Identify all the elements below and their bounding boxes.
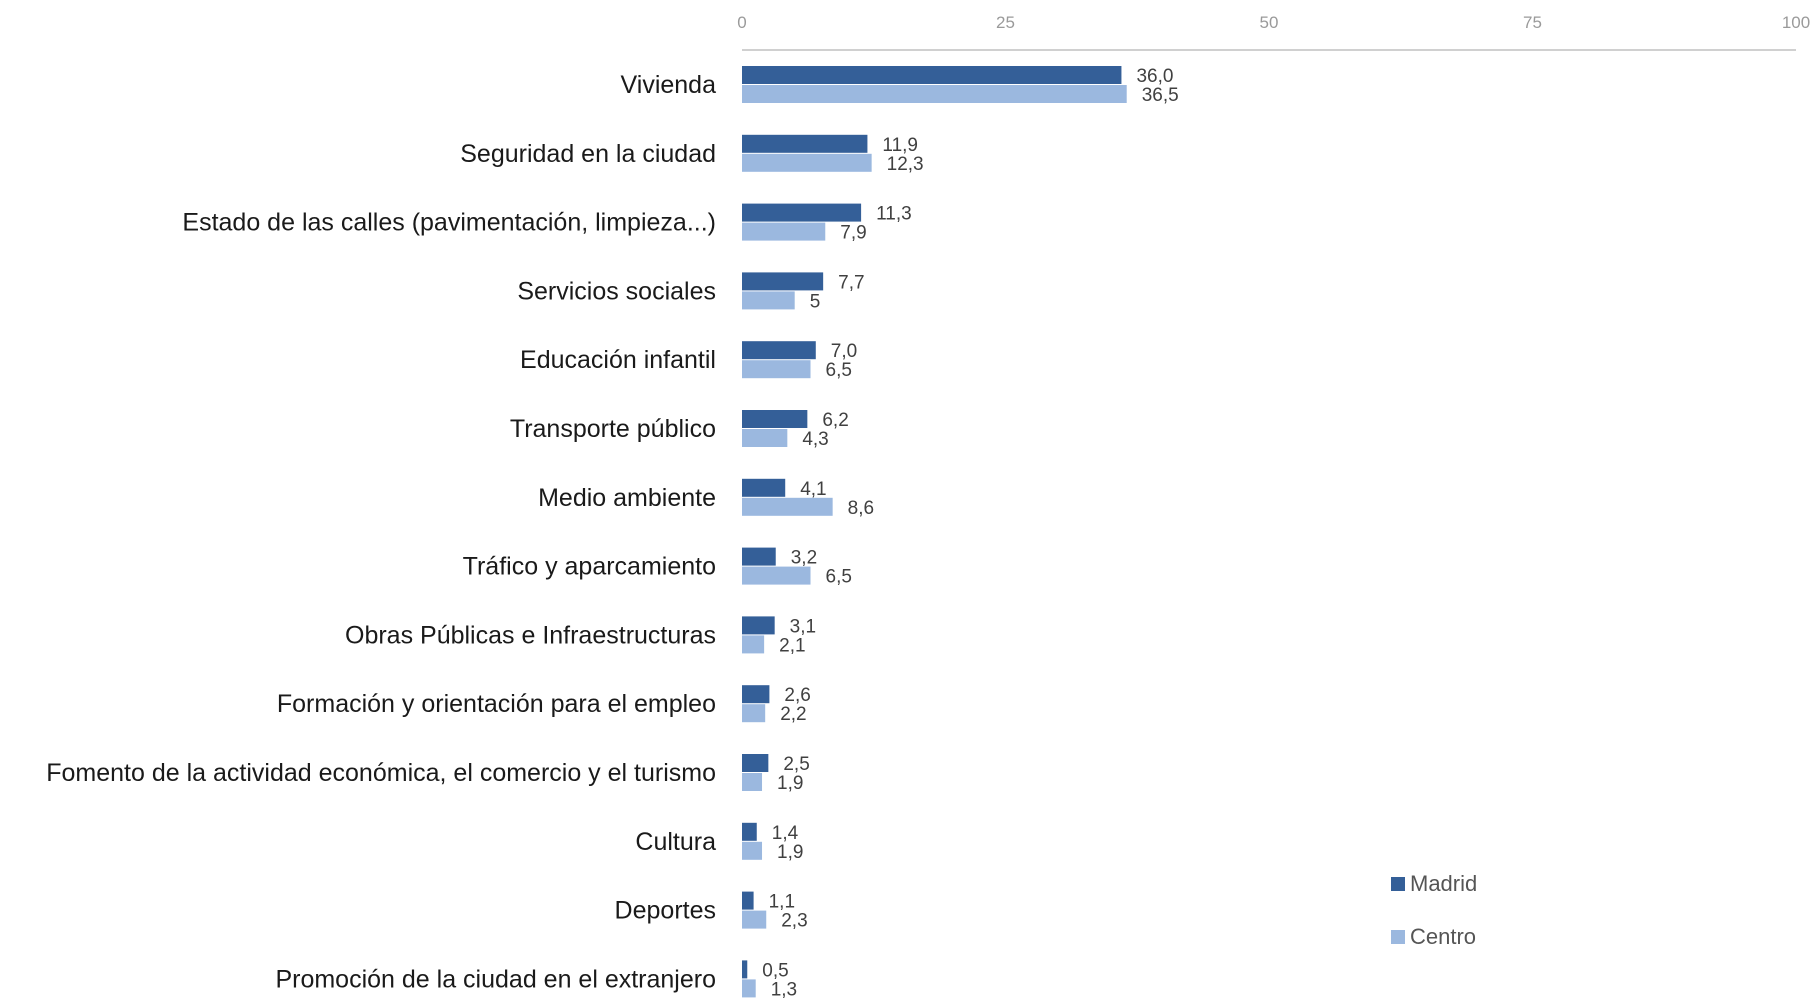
bar-madrid (742, 685, 770, 704)
x-tick-label: 75 (1523, 13, 1542, 32)
bar-madrid (742, 341, 816, 360)
category-label: Obras Públicas e Infraestructuras (345, 621, 716, 649)
bar-centro (742, 635, 765, 654)
category-group: Vivienda 36,036,5 (621, 66, 1179, 106)
bar-centro (742, 841, 763, 860)
category-label: Medio ambiente (538, 484, 716, 512)
bar-madrid (742, 960, 748, 979)
value-label-madrid: 6,2 (822, 410, 848, 431)
category-label: Fomento de la actividad económica, el co… (46, 759, 716, 787)
value-label-centro: 2,1 (779, 635, 805, 656)
category-label: Educación infantil (520, 346, 716, 374)
bar-madrid (742, 410, 808, 428)
value-label-centro: 36,5 (1142, 85, 1179, 106)
value-label-madrid: 36,0 (1136, 66, 1173, 87)
value-label-madrid: 1,1 (769, 892, 795, 913)
x-tick-label: 0 (737, 13, 746, 32)
value-label-centro: 1,3 (771, 979, 797, 999)
value-label-centro: 6,5 (826, 360, 852, 381)
category-label: Formación y orientación para el empleo (277, 690, 716, 718)
bar-madrid (742, 134, 868, 153)
category-group: Medio ambiente 4,1 8,6 (538, 478, 874, 519)
x-axis-ticks: 0 25 50 75 100 (737, 13, 1810, 32)
category-group: Cultura 1,41,9 (635, 822, 803, 863)
bar-madrid (742, 891, 754, 910)
value-label-centro: 12,3 (887, 154, 924, 175)
category-group: Promoción de la ciudad en el extranjero 0… (275, 960, 797, 999)
value-label-madrid: 7,7 (838, 272, 864, 293)
value-label-madrid: 2,5 (783, 754, 809, 775)
value-label-centro: 2,2 (780, 704, 806, 725)
legend-label-madrid: Madrid (1410, 871, 1477, 896)
value-label-madrid: 11,9 (882, 135, 918, 156)
category-label: Deportes (615, 897, 716, 925)
bar-centro (742, 429, 788, 447)
bar-madrid (742, 66, 1122, 84)
value-label-madrid: 11,3 (876, 204, 912, 225)
category-group: Fomento de la actividad económica, el co… (46, 754, 810, 794)
bar-madrid (742, 616, 775, 635)
value-label-centro: 7,9 (840, 223, 866, 244)
value-label-centro: 8,6 (848, 498, 874, 519)
legend-label-centro: Centro (1410, 924, 1476, 949)
x-tick-label: 100 (1782, 13, 1810, 32)
value-label-centro: 5 (810, 291, 821, 312)
bar-centro (742, 773, 763, 791)
category-group: Deportes 1,12,3 (615, 891, 808, 932)
bar-centro (742, 222, 826, 241)
bar-madrid (742, 822, 757, 841)
category-group: Seguridad en la ciudad 11,912,3 (460, 134, 924, 175)
bar-centro (742, 153, 872, 172)
value-label-madrid: 3,1 (790, 616, 816, 637)
legend-swatch-centro (1391, 930, 1405, 944)
category-label: Servicios sociales (517, 277, 716, 305)
value-label-madrid: 7,0 (831, 341, 857, 362)
category-group: Estado de las calles (pavimentación, lim… (182, 203, 912, 244)
value-label-centro: 4,3 (802, 429, 828, 450)
category-group: Obras Públicas e Infraestructuras 3,12,1 (345, 616, 816, 656)
category-group: Transporte público 6,24,3 (510, 410, 849, 450)
bar-madrid (742, 478, 786, 497)
category-group: Tráfico y aparcamiento 3,2 6,5 (463, 547, 852, 588)
value-label-madrid: 0,5 (762, 960, 788, 981)
value-label-centro: 1,9 (777, 842, 803, 863)
category-group: Servicios sociales 7,7 5 (517, 272, 865, 312)
category-label: Estado de las calles (pavimentación, lim… (182, 209, 716, 237)
category-label: Transporte público (510, 415, 716, 443)
value-label-centro: 2,3 (781, 911, 807, 932)
bars: Vivienda 36,036,5 Seguridad en la ciudad 11… (46, 66, 1179, 999)
category-label: Seguridad en la ciudad (460, 140, 716, 168)
value-label-centro: 1,9 (777, 773, 803, 794)
bar-centro (742, 291, 795, 310)
value-label-madrid: 1,4 (772, 823, 799, 844)
bar-centro (742, 979, 756, 998)
value-label-madrid: 4,1 (800, 479, 826, 500)
category-group: Educación infantil 7,06,5 (520, 341, 857, 381)
bar-madrid (742, 754, 769, 772)
bar-madrid (742, 203, 862, 222)
bar-centro (742, 910, 767, 929)
value-label-madrid: 2,6 (784, 685, 810, 706)
category-label: Cultura (635, 828, 716, 856)
category-label: Vivienda (621, 71, 717, 99)
bar-centro (742, 497, 833, 516)
bar-madrid (742, 547, 776, 566)
category-label: Tráfico y aparcamiento (463, 553, 716, 581)
x-tick-label: 50 (1260, 13, 1279, 32)
category-label: Promoción de la ciudad en el extranjero (275, 965, 716, 993)
bar-centro (742, 566, 811, 585)
x-tick-label: 25 (996, 13, 1015, 32)
legend-swatch-madrid (1391, 877, 1405, 891)
legend: Madrid Centro (1391, 871, 1477, 949)
bar-centro (742, 704, 766, 723)
value-label-centro: 6,5 (826, 567, 852, 588)
bar-centro (742, 85, 1127, 103)
bar-centro (742, 360, 811, 379)
bar-madrid (742, 272, 824, 291)
value-label-madrid: 3,2 (791, 548, 817, 569)
category-group: Formación y orientación para el empleo 2,… (277, 685, 811, 725)
